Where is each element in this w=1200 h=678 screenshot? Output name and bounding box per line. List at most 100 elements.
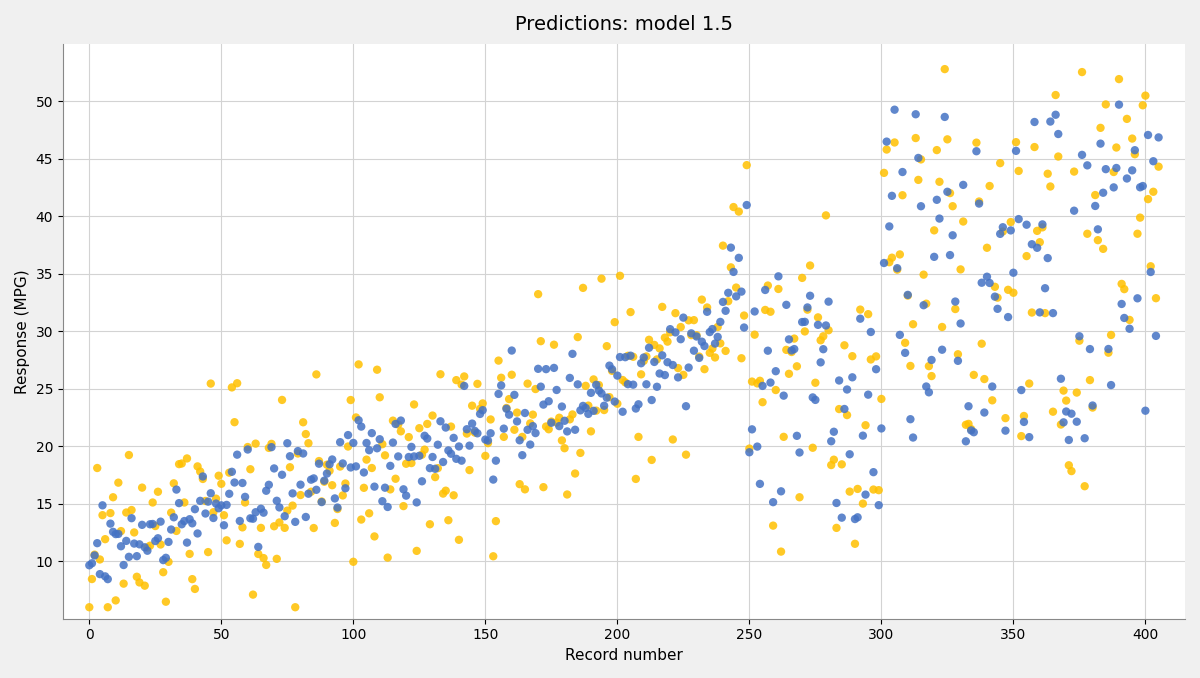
- Predicted: [362, 462, 382, 473]
- True: [1060, 435, 1079, 445]
- True: [941, 250, 960, 260]
- True: [695, 340, 714, 351]
- True: [257, 485, 276, 496]
- True: [1025, 117, 1044, 127]
- Predicted: [92, 510, 112, 521]
- True: [386, 418, 406, 429]
- True: [122, 513, 142, 523]
- True: [811, 357, 830, 367]
- Predicted: [996, 413, 1015, 424]
- True: [140, 519, 160, 530]
- True: [238, 444, 257, 455]
- Predicted: [238, 441, 257, 452]
- True: [222, 466, 241, 477]
- Predicted: [294, 417, 313, 428]
- Predicted: [505, 424, 524, 435]
- True: [283, 488, 302, 499]
- True: [761, 377, 780, 388]
- Predicted: [974, 374, 994, 384]
- Predicted: [660, 327, 679, 338]
- Predicted: [270, 517, 289, 528]
- True: [1088, 224, 1108, 235]
- Predicted: [589, 380, 608, 391]
- Predicted: [272, 395, 292, 405]
- Predicted: [354, 483, 373, 494]
- True: [1135, 405, 1154, 416]
- True: [568, 379, 587, 390]
- True: [164, 512, 184, 523]
- True: [286, 517, 305, 527]
- True: [620, 351, 640, 361]
- Predicted: [782, 346, 802, 357]
- Predicted: [347, 412, 366, 423]
- Predicted: [587, 405, 606, 416]
- True: [262, 442, 281, 453]
- True: [508, 416, 527, 427]
- Predicted: [532, 336, 551, 346]
- Predicted: [191, 466, 210, 477]
- True: [475, 434, 494, 445]
- True: [515, 407, 534, 418]
- True: [281, 451, 300, 462]
- True: [116, 536, 136, 546]
- True: [642, 395, 661, 405]
- True: [732, 286, 751, 297]
- Predicted: [748, 378, 767, 388]
- True: [574, 401, 593, 412]
- Predicted: [433, 488, 452, 499]
- Predicted: [977, 242, 996, 253]
- True: [974, 407, 994, 418]
- Predicted: [365, 531, 384, 542]
- Predicted: [1115, 283, 1134, 294]
- True: [1099, 344, 1118, 355]
- True: [800, 290, 820, 301]
- True: [169, 498, 188, 508]
- Predicted: [251, 523, 270, 534]
- Predicted: [766, 384, 785, 395]
- True: [838, 384, 857, 395]
- Predicted: [330, 461, 349, 472]
- True: [211, 500, 230, 511]
- Predicted: [248, 549, 268, 559]
- Predicted: [209, 471, 228, 481]
- Predicted: [378, 552, 397, 563]
- Predicted: [492, 372, 511, 383]
- Predicted: [943, 201, 962, 212]
- True: [404, 451, 424, 462]
- True: [716, 305, 736, 316]
- Predicted: [473, 398, 492, 409]
- Predicted: [264, 521, 283, 532]
- Predicted: [468, 378, 487, 389]
- True: [1104, 182, 1123, 193]
- Predicted: [257, 559, 276, 570]
- Predicted: [776, 344, 796, 355]
- True: [101, 518, 120, 529]
- Predicted: [497, 403, 516, 414]
- True: [1106, 163, 1126, 174]
- Predicted: [462, 400, 481, 411]
- Predicted: [853, 498, 872, 509]
- Predicted: [536, 421, 556, 432]
- Predicted: [814, 331, 833, 342]
- True: [251, 503, 270, 514]
- True: [191, 496, 210, 506]
- Predicted: [547, 417, 566, 428]
- True: [719, 287, 738, 298]
- True: [660, 323, 679, 334]
- Predicted: [842, 351, 862, 361]
- True: [518, 424, 538, 435]
- Predicted: [132, 482, 151, 493]
- Predicted: [446, 375, 466, 386]
- Predicted: [1091, 123, 1110, 134]
- Predicted: [400, 432, 419, 443]
- Predicted: [1056, 395, 1075, 406]
- Predicted: [521, 418, 540, 428]
- True: [922, 355, 941, 365]
- True: [914, 300, 934, 311]
- Predicted: [1099, 347, 1118, 358]
- True: [206, 498, 226, 509]
- True: [254, 507, 274, 518]
- True: [1030, 307, 1049, 318]
- Predicted: [457, 428, 476, 439]
- Predicted: [149, 486, 168, 497]
